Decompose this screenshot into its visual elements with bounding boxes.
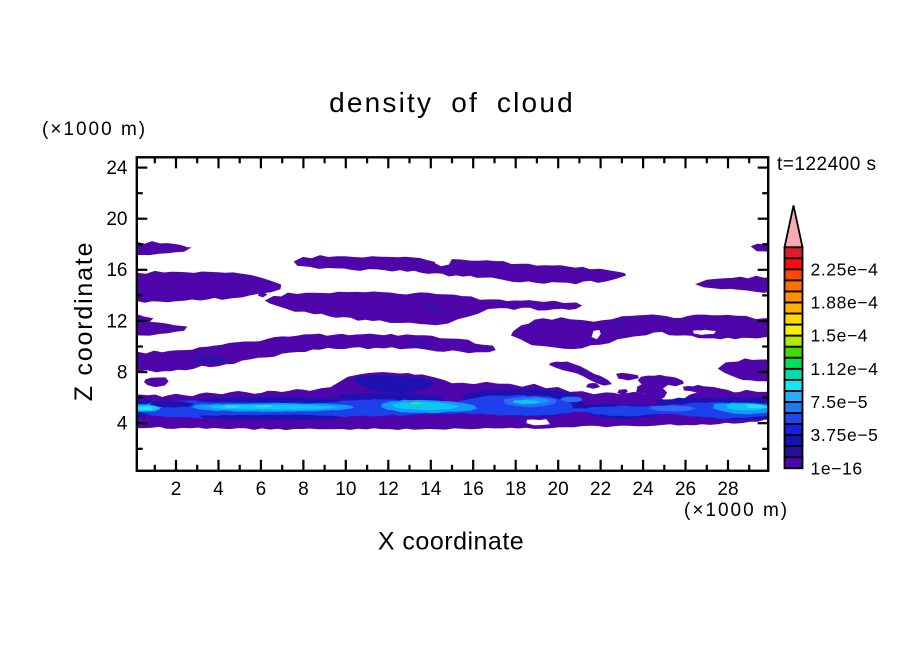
svg-text:(×1000 m): (×1000 m): [684, 500, 789, 521]
svg-text:7.5e−5: 7.5e−5: [811, 392, 869, 412]
svg-text:6: 6: [256, 479, 267, 500]
svg-text:2.25e−4: 2.25e−4: [811, 259, 879, 279]
svg-text:12: 12: [106, 311, 127, 332]
svg-text:10: 10: [335, 479, 356, 500]
svg-text:24: 24: [633, 479, 655, 500]
svg-text:2: 2: [171, 479, 182, 500]
svg-text:1e−16: 1e−16: [811, 458, 863, 478]
svg-text:8: 8: [117, 362, 128, 383]
svg-text:4: 4: [213, 479, 224, 500]
svg-text:t=122400 s: t=122400 s: [777, 154, 877, 175]
svg-text:X coordinate: X coordinate: [378, 528, 524, 556]
svg-text:28: 28: [717, 479, 738, 500]
svg-text:Z coordinate: Z coordinate: [70, 241, 98, 402]
svg-text:4: 4: [117, 414, 128, 435]
svg-text:8: 8: [298, 479, 309, 500]
svg-text:22: 22: [590, 479, 611, 500]
svg-text:1.88e−4: 1.88e−4: [811, 293, 879, 313]
svg-text:16: 16: [463, 479, 484, 500]
svg-text:26: 26: [675, 479, 696, 500]
svg-text:(×1000 m): (×1000 m): [42, 119, 147, 140]
svg-text:1.12e−4: 1.12e−4: [811, 359, 879, 379]
svg-text:12: 12: [378, 479, 399, 500]
svg-text:20: 20: [106, 209, 127, 230]
svg-text:18: 18: [505, 479, 526, 500]
svg-text:1.5e−4: 1.5e−4: [811, 326, 869, 346]
svg-text:24: 24: [106, 158, 128, 179]
svg-text:20: 20: [548, 479, 569, 500]
svg-text:16: 16: [106, 260, 127, 281]
svg-text:density of cloud: density of cloud: [329, 87, 575, 118]
svg-text:3.75e−5: 3.75e−5: [811, 425, 879, 445]
svg-text:14: 14: [420, 479, 442, 500]
